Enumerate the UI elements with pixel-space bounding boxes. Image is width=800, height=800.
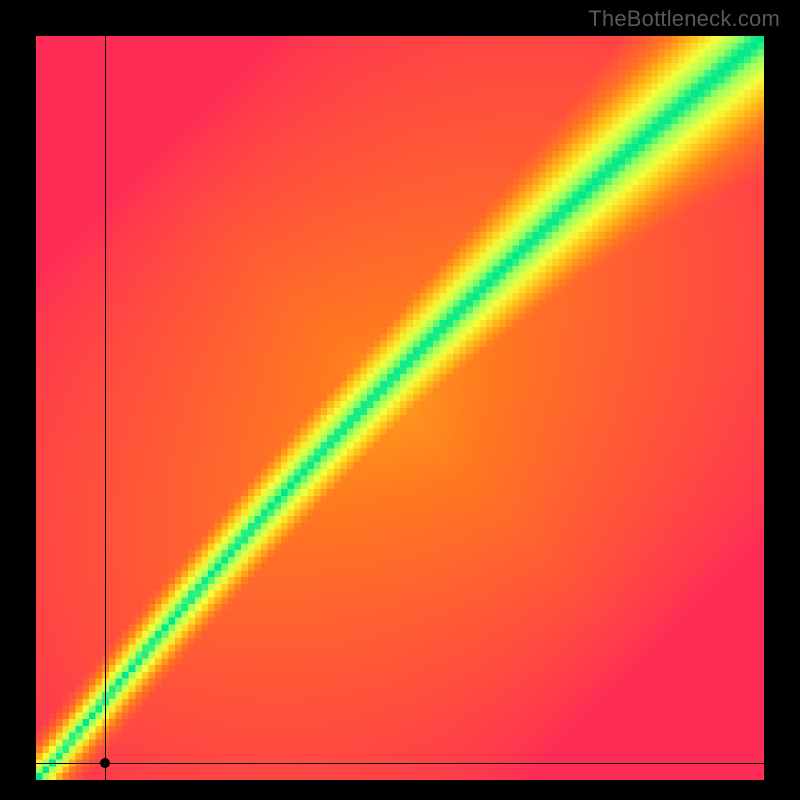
crosshair-horizontal <box>36 763 764 764</box>
crosshair-marker <box>100 758 110 768</box>
bottleneck-heatmap <box>36 36 764 780</box>
crosshair-vertical <box>105 36 106 780</box>
chart-frame: TheBottleneck.com <box>0 0 800 800</box>
watermark-text: TheBottleneck.com <box>588 6 780 32</box>
